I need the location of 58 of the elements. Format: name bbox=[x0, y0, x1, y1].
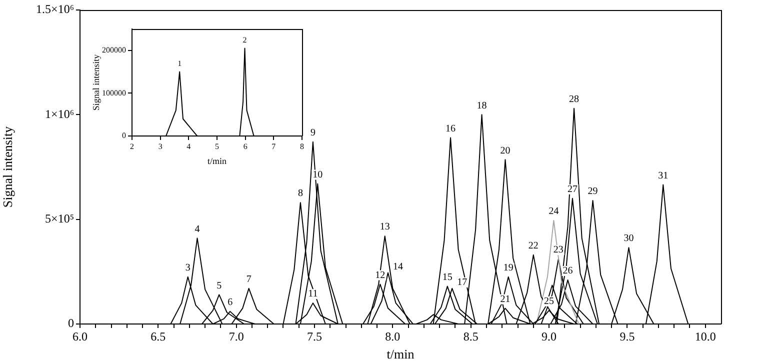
annotation: 24 bbox=[548, 206, 559, 218]
x-tick-label: 10.0 bbox=[694, 329, 716, 344]
y-tick-label: 1×10⁶ bbox=[45, 106, 74, 121]
annotation: 19 bbox=[503, 262, 514, 274]
x-tick-label: 4 bbox=[186, 142, 191, 151]
annotation: 18 bbox=[476, 100, 487, 112]
x-tick-label: 5 bbox=[215, 142, 219, 151]
x-tick-label: 9.5 bbox=[620, 329, 635, 344]
x-tick-label: 8.0 bbox=[385, 329, 400, 344]
annotation: 17 bbox=[457, 277, 468, 288]
annotation: 20 bbox=[500, 145, 510, 156]
x-axis-title: t/min bbox=[386, 346, 415, 362]
x-tick-label: 8.5 bbox=[463, 329, 478, 344]
x-tick-label: 7.0 bbox=[228, 329, 244, 344]
x-axis-title: t/min bbox=[207, 156, 227, 166]
x-tick-label: 3 bbox=[158, 142, 162, 151]
annotation: 8 bbox=[298, 188, 303, 200]
x-tick-label: 9.0 bbox=[542, 329, 557, 344]
annotation: 9 bbox=[310, 128, 316, 139]
annotation: 16 bbox=[446, 123, 456, 134]
x-tick-label: 7 bbox=[272, 142, 276, 151]
annotation: 27 bbox=[567, 184, 578, 196]
x-tick-label: 6.5 bbox=[150, 329, 166, 344]
annotation: 7 bbox=[246, 274, 252, 286]
y-tick-label: 200000 bbox=[102, 45, 126, 54]
annotation: 2 bbox=[242, 35, 247, 44]
y-axis-title: Signal intensity bbox=[90, 54, 101, 111]
annotation: 1 bbox=[178, 58, 182, 68]
annotation: 28 bbox=[569, 94, 580, 106]
annotation: 23 bbox=[553, 244, 564, 256]
annotation: 15 bbox=[442, 272, 452, 283]
annotation: 31 bbox=[658, 170, 668, 182]
y-tick-label: 100000 bbox=[102, 88, 126, 98]
annotation: 6 bbox=[228, 297, 233, 308]
annotation: 30 bbox=[624, 233, 634, 244]
y-tick-label: 0 bbox=[122, 131, 126, 140]
annotation: 14 bbox=[392, 261, 403, 272]
annotation: 12 bbox=[375, 270, 386, 281]
annotation: 10 bbox=[312, 169, 323, 180]
y-tick-label: 5×10⁵ bbox=[45, 211, 74, 226]
x-tick-label: 6 bbox=[243, 142, 248, 151]
annotation: 26 bbox=[562, 266, 573, 277]
annotation: 29 bbox=[588, 186, 598, 198]
y-tick-label: 1.5×10⁶ bbox=[36, 2, 74, 16]
annotation: 13 bbox=[380, 222, 390, 233]
annotation: 11 bbox=[308, 288, 318, 300]
y-axis-title: Signal intensity bbox=[0, 126, 16, 208]
x-tick-label: 8 bbox=[300, 142, 304, 151]
annotation: 3 bbox=[185, 262, 190, 274]
x-tick-label: 6.0 bbox=[72, 329, 88, 344]
annotation: 5 bbox=[216, 280, 222, 292]
annotation: 4 bbox=[194, 224, 200, 235]
x-tick-label: 2 bbox=[130, 142, 134, 151]
annotation: 25 bbox=[544, 296, 554, 308]
x-tick-label: 7.5 bbox=[307, 329, 322, 344]
y-tick-label: 0 bbox=[68, 316, 74, 330]
annotation: 21 bbox=[500, 294, 510, 305]
annotation: 22 bbox=[528, 240, 538, 252]
